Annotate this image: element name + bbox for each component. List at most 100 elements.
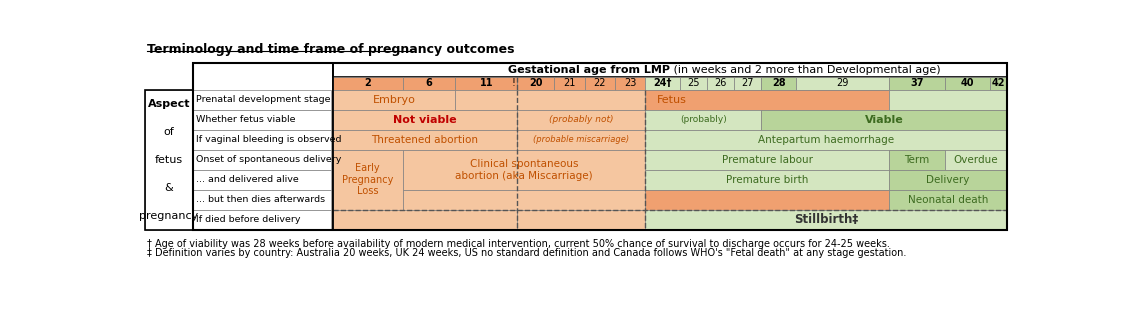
Bar	[193, 210, 331, 230]
Bar	[615, 77, 645, 90]
Bar	[403, 190, 645, 210]
Text: Onset of spontaneous delivery: Onset of spontaneous delivery	[197, 155, 342, 164]
Bar	[333, 90, 456, 110]
Bar	[889, 90, 1007, 110]
Bar	[333, 110, 518, 130]
Text: 42: 42	[992, 78, 1006, 88]
Text: Premature birth: Premature birth	[726, 175, 809, 185]
Bar	[333, 150, 403, 210]
Bar	[680, 77, 708, 90]
Text: Overdue: Overdue	[954, 155, 998, 165]
Text: !: !	[512, 78, 515, 88]
Bar	[796, 77, 889, 90]
Text: Term: Term	[904, 155, 929, 165]
Bar	[945, 150, 1007, 170]
Bar	[193, 130, 331, 150]
Text: (in weeks and 2 more than Developmental age): (in weeks and 2 more than Developmental …	[670, 65, 940, 75]
Text: Prenatal development stage: Prenatal development stage	[197, 95, 331, 104]
Bar	[333, 130, 518, 150]
Bar	[193, 63, 1007, 230]
Text: Delivery: Delivery	[927, 175, 970, 185]
Text: Threatened abortion: Threatened abortion	[371, 135, 478, 145]
Bar	[762, 110, 1007, 130]
Text: 23: 23	[624, 78, 637, 88]
Text: 2: 2	[364, 78, 371, 88]
Bar	[645, 90, 889, 110]
Bar	[645, 190, 889, 210]
Text: 37: 37	[910, 78, 924, 88]
Text: fetus: fetus	[155, 155, 183, 165]
Text: Terminology and time frame of pregnancy outcomes: Terminology and time frame of pregnancy …	[147, 43, 514, 56]
Bar	[456, 90, 645, 110]
Text: Clinical spontaneous
abortion (aka Miscarriage): Clinical spontaneous abortion (aka Misca…	[455, 159, 593, 181]
Text: 21: 21	[564, 78, 576, 88]
Text: Premature labour: Premature labour	[722, 155, 812, 165]
Text: Early
Pregnancy
Loss: Early Pregnancy Loss	[342, 163, 394, 196]
Text: ... and delivered alive: ... and delivered alive	[197, 175, 299, 184]
Bar	[990, 77, 1007, 90]
Bar	[645, 130, 1007, 150]
Bar	[193, 110, 331, 130]
Bar	[456, 77, 518, 90]
Bar	[333, 210, 518, 230]
Text: 27: 27	[741, 78, 754, 88]
Text: (probable miscarriage): (probable miscarriage)	[533, 135, 629, 144]
Bar	[555, 77, 585, 90]
Text: (probably not): (probably not)	[549, 115, 613, 124]
Bar	[518, 210, 645, 230]
Text: 25: 25	[687, 78, 700, 88]
Text: Gestational age from LMP: Gestational age from LMP	[508, 65, 670, 75]
Text: Aspect: Aspect	[147, 99, 190, 109]
Text: 20: 20	[529, 78, 542, 88]
Bar	[144, 90, 193, 230]
Bar	[585, 77, 615, 90]
Bar	[193, 150, 331, 170]
Bar	[333, 77, 403, 90]
Bar	[708, 77, 735, 90]
Text: Whether fetus viable: Whether fetus viable	[197, 115, 296, 124]
Text: 11: 11	[479, 78, 493, 88]
Bar	[762, 77, 796, 90]
Text: (probably): (probably)	[680, 115, 727, 124]
Bar	[645, 170, 889, 190]
Text: pregnancy: pregnancy	[140, 211, 198, 221]
Bar	[645, 77, 680, 90]
Bar	[403, 77, 456, 90]
Text: Antepartum haemorrhage: Antepartum haemorrhage	[758, 135, 894, 145]
Text: If vaginal bleeding is observed: If vaginal bleeding is observed	[197, 135, 342, 144]
Bar	[889, 150, 945, 170]
Bar	[518, 77, 555, 90]
Text: ... but then dies afterwards: ... but then dies afterwards	[197, 195, 325, 204]
Text: † Age of viability was 28 weeks before availability of modern medical interventi: † Age of viability was 28 weeks before a…	[147, 239, 890, 249]
Bar	[333, 63, 1007, 77]
Text: Embryo: Embryo	[372, 95, 415, 105]
Text: If died before delivery: If died before delivery	[197, 215, 300, 224]
Text: of: of	[163, 127, 174, 137]
Text: 26: 26	[714, 78, 727, 88]
Text: Viable: Viable	[865, 115, 903, 125]
Bar	[518, 130, 645, 150]
Text: &: &	[164, 183, 173, 193]
Bar	[518, 110, 645, 130]
Text: 22: 22	[594, 78, 606, 88]
Text: Not viable: Not viable	[394, 115, 457, 125]
Text: 29: 29	[837, 78, 849, 88]
Bar	[193, 90, 331, 110]
Text: 24†: 24†	[654, 78, 672, 88]
Text: Fetus: Fetus	[657, 95, 687, 105]
Bar	[193, 170, 331, 190]
Text: 6: 6	[425, 78, 432, 88]
Text: ‡ Definition varies by country: Australia 20 weeks, UK 24 weeks, US no standard : ‡ Definition varies by country: Australi…	[147, 248, 907, 258]
Bar	[333, 63, 1007, 230]
Bar	[889, 170, 1007, 190]
Bar	[889, 77, 945, 90]
Bar	[645, 210, 1007, 230]
Bar	[945, 77, 990, 90]
Bar	[889, 190, 1007, 210]
Text: 40: 40	[961, 78, 974, 88]
Text: Stillbirth‡: Stillbirth‡	[794, 213, 858, 226]
Text: 28: 28	[772, 78, 785, 88]
Bar	[645, 110, 762, 130]
Bar	[645, 150, 889, 170]
Bar	[333, 63, 1007, 230]
